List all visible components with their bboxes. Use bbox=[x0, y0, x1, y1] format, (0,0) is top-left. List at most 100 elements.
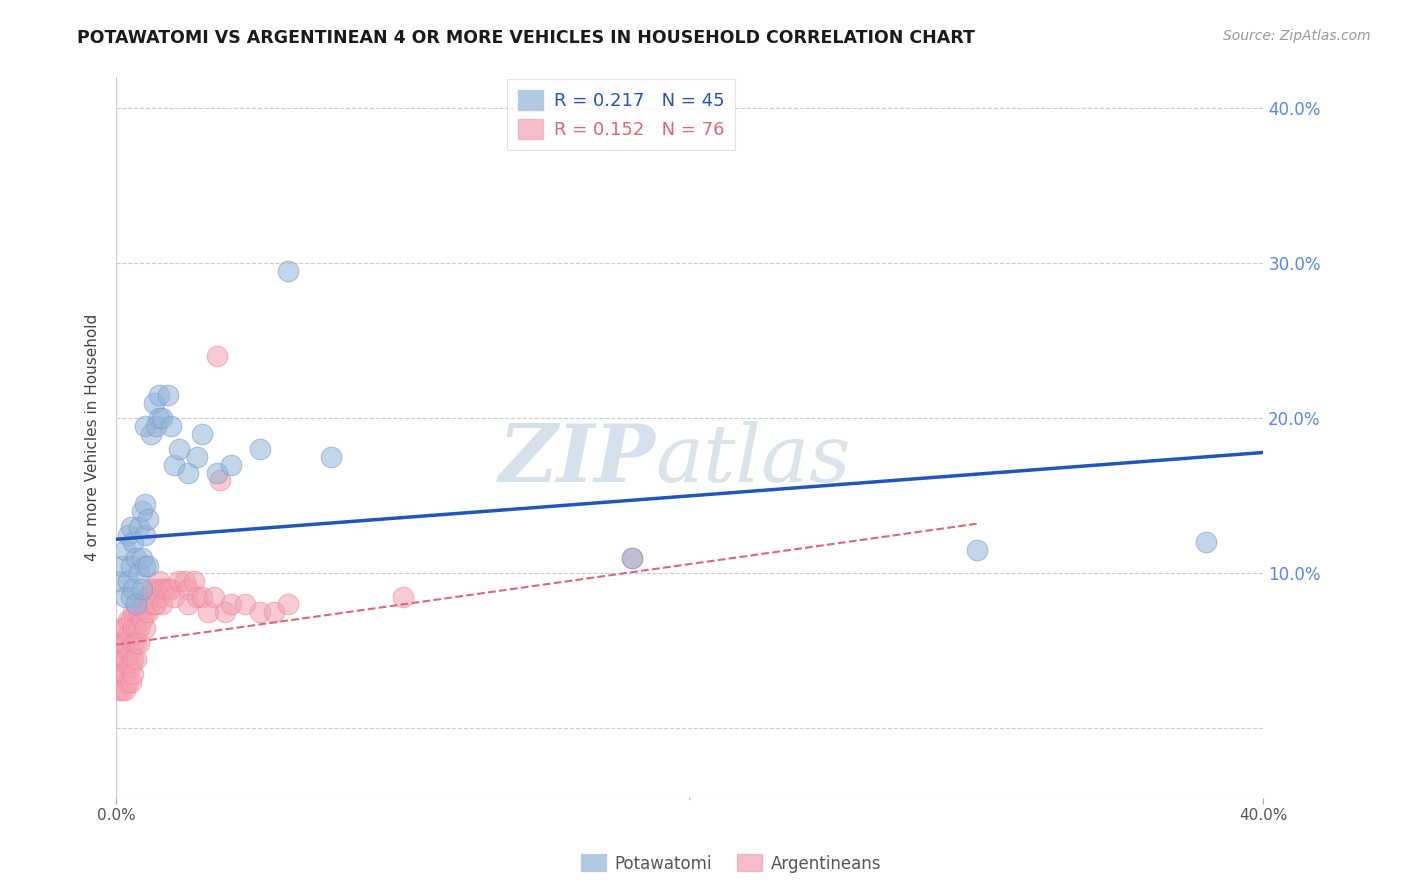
Point bbox=[120, 520, 142, 534]
Point bbox=[148, 590, 170, 604]
Point bbox=[159, 582, 181, 596]
Point bbox=[208, 474, 231, 488]
Point bbox=[249, 605, 271, 619]
Point bbox=[263, 605, 285, 619]
Point bbox=[148, 388, 170, 402]
Point bbox=[136, 512, 159, 526]
Point bbox=[139, 582, 162, 596]
Point bbox=[219, 598, 242, 612]
Point bbox=[202, 590, 225, 604]
Point bbox=[108, 667, 131, 681]
Point bbox=[1195, 535, 1218, 549]
Legend: R = 0.217   N = 45, R = 0.152   N = 76: R = 0.217 N = 45, R = 0.152 N = 76 bbox=[506, 79, 735, 150]
Point bbox=[117, 574, 139, 588]
Point bbox=[621, 550, 644, 565]
Point bbox=[162, 458, 184, 472]
Point bbox=[150, 582, 173, 596]
Point bbox=[150, 411, 173, 425]
Point bbox=[156, 388, 179, 402]
Point bbox=[125, 598, 148, 612]
Point bbox=[125, 550, 148, 565]
Point bbox=[392, 590, 415, 604]
Point bbox=[128, 621, 150, 635]
Point bbox=[134, 605, 156, 619]
Point bbox=[122, 535, 145, 549]
Point bbox=[120, 558, 142, 573]
Point bbox=[122, 582, 145, 596]
Point bbox=[156, 582, 179, 596]
Point bbox=[134, 497, 156, 511]
Point bbox=[177, 598, 200, 612]
Point bbox=[150, 598, 173, 612]
Point bbox=[111, 682, 134, 697]
Point bbox=[277, 598, 299, 612]
Point bbox=[114, 543, 136, 558]
Text: ZIP: ZIP bbox=[499, 421, 655, 498]
Point bbox=[111, 651, 134, 665]
Point bbox=[148, 411, 170, 425]
Point bbox=[136, 558, 159, 573]
Point bbox=[125, 605, 148, 619]
Point bbox=[111, 667, 134, 681]
Point bbox=[131, 550, 153, 565]
Y-axis label: 4 or more Vehicles in Household: 4 or more Vehicles in Household bbox=[86, 314, 100, 561]
Point bbox=[120, 590, 142, 604]
Point bbox=[197, 605, 219, 619]
Point bbox=[117, 628, 139, 642]
Point bbox=[145, 582, 167, 596]
Point bbox=[233, 598, 256, 612]
Point bbox=[117, 527, 139, 541]
Point bbox=[277, 264, 299, 278]
Point bbox=[117, 644, 139, 658]
Point bbox=[117, 674, 139, 689]
Point bbox=[134, 419, 156, 434]
Point bbox=[169, 442, 191, 457]
Point bbox=[162, 590, 184, 604]
Point bbox=[134, 621, 156, 635]
Point bbox=[125, 621, 148, 635]
Point bbox=[122, 621, 145, 635]
Point bbox=[128, 520, 150, 534]
Point bbox=[134, 590, 156, 604]
Point bbox=[111, 621, 134, 635]
Point bbox=[139, 426, 162, 441]
Point bbox=[120, 659, 142, 673]
Point bbox=[148, 574, 170, 588]
Point bbox=[122, 605, 145, 619]
Point bbox=[114, 590, 136, 604]
Point bbox=[114, 651, 136, 665]
Point bbox=[114, 682, 136, 697]
Point bbox=[145, 598, 167, 612]
Text: atlas: atlas bbox=[655, 421, 851, 498]
Point bbox=[966, 543, 988, 558]
Point bbox=[142, 582, 165, 596]
Point bbox=[122, 651, 145, 665]
Point bbox=[108, 636, 131, 650]
Point bbox=[249, 442, 271, 457]
Point bbox=[128, 636, 150, 650]
Point bbox=[153, 582, 176, 596]
Point bbox=[117, 659, 139, 673]
Point bbox=[136, 605, 159, 619]
Point bbox=[128, 605, 150, 619]
Point bbox=[142, 396, 165, 410]
Point bbox=[120, 674, 142, 689]
Point bbox=[214, 605, 236, 619]
Point bbox=[142, 598, 165, 612]
Point bbox=[205, 466, 228, 480]
Point bbox=[219, 458, 242, 472]
Point bbox=[134, 527, 156, 541]
Point bbox=[134, 558, 156, 573]
Point bbox=[621, 550, 644, 565]
Point bbox=[205, 350, 228, 364]
Point bbox=[186, 590, 208, 604]
Point bbox=[159, 419, 181, 434]
Point bbox=[177, 582, 200, 596]
Point bbox=[117, 613, 139, 627]
Point bbox=[108, 574, 131, 588]
Point bbox=[131, 582, 153, 596]
Point bbox=[186, 450, 208, 464]
Point bbox=[125, 651, 148, 665]
Point bbox=[108, 651, 131, 665]
Point bbox=[136, 590, 159, 604]
